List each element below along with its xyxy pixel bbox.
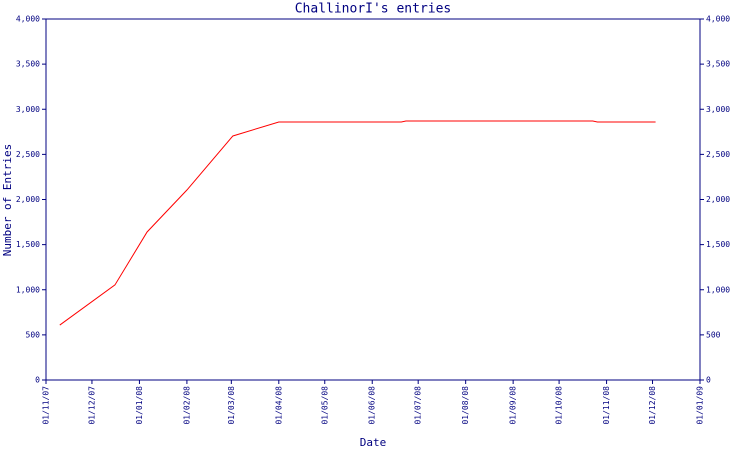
plot-frame: [45, 18, 701, 381]
x-tick-label: 01/04/08: [274, 386, 283, 425]
y2-tick-label: 500: [706, 330, 721, 339]
x-tick-label: 01/01/09: [696, 386, 705, 425]
x-axis-title: Date: [360, 436, 387, 449]
y2-tick-label: 1,500: [706, 240, 730, 249]
y-tick-label: 0: [35, 376, 40, 385]
chart-title: ChallinorI's entries: [295, 2, 452, 17]
x-tick-label: 01/03/08: [227, 386, 236, 425]
x-tick-label: 01/09/08: [509, 386, 518, 425]
y2-tick-label: 2,500: [706, 150, 730, 159]
y-tick-label: 500: [26, 330, 41, 339]
x-tick-label: 01/01/08: [135, 386, 144, 425]
data-line: [59, 120, 656, 326]
x-tick-label: 01/10/08: [555, 386, 564, 425]
y2-tick-label: 1,000: [706, 285, 730, 294]
y-tick-label: 3,000: [16, 105, 40, 114]
y2-tick-label: 0: [706, 376, 711, 385]
x-tick-label: 01/12/07: [87, 386, 96, 425]
y-tick-label: 2,500: [16, 150, 40, 159]
x-tick-label: 01/12/08: [648, 386, 657, 425]
y-tick-label: 4,000: [16, 15, 40, 24]
y2-tick-label: 2,000: [706, 195, 730, 204]
y-tick-label: 1,500: [16, 240, 40, 249]
x-tick-label: 01/11/08: [602, 386, 611, 425]
y-tick-label: 2,000: [16, 195, 40, 204]
x-tick-label: 01/08/08: [461, 386, 470, 425]
x-tick-label: 01/06/08: [368, 386, 377, 425]
x-tick-label: 01/02/08: [182, 386, 191, 425]
x-tick-label: 01/07/08: [414, 386, 423, 425]
y2-tick-label: 3,500: [706, 60, 730, 69]
y2-tick-label: 4,000: [706, 15, 730, 24]
y-axis-title: Number of Entries: [1, 144, 14, 257]
x-tick-label: 01/05/08: [320, 386, 329, 425]
y-tick-label: 3,500: [16, 60, 40, 69]
x-tick-label: 01/11/07: [42, 386, 51, 425]
y2-tick-label: 3,000: [706, 105, 730, 114]
y-tick-label: 1,000: [16, 285, 40, 294]
